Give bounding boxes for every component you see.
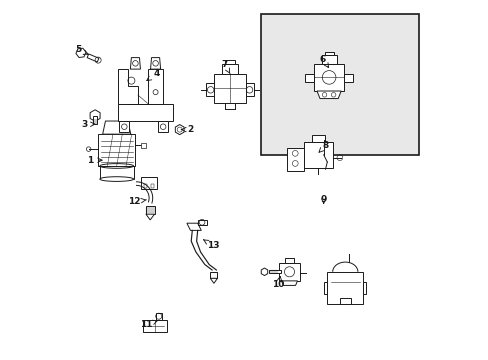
- Polygon shape: [186, 223, 201, 230]
- Polygon shape: [119, 121, 129, 132]
- Text: 5: 5: [75, 45, 88, 54]
- Polygon shape: [142, 320, 166, 332]
- Polygon shape: [344, 75, 352, 82]
- Text: 1: 1: [87, 156, 102, 165]
- Polygon shape: [76, 48, 86, 58]
- Text: 9: 9: [320, 195, 326, 204]
- Polygon shape: [118, 104, 173, 121]
- Bar: [339, 298, 350, 304]
- Bar: [321, 55, 336, 64]
- Bar: [303, 142, 332, 168]
- Polygon shape: [148, 69, 163, 104]
- Bar: [210, 272, 217, 278]
- Polygon shape: [286, 148, 303, 171]
- Polygon shape: [87, 54, 99, 62]
- Bar: [311, 135, 324, 142]
- Polygon shape: [145, 214, 154, 220]
- Text: 7: 7: [221, 60, 230, 74]
- Bar: [93, 116, 97, 124]
- Bar: [324, 53, 333, 55]
- Polygon shape: [150, 58, 160, 69]
- Polygon shape: [118, 69, 138, 104]
- Bar: [260, 14, 418, 155]
- Bar: [144, 184, 146, 188]
- Polygon shape: [363, 282, 366, 294]
- Bar: [326, 272, 363, 304]
- Text: 4: 4: [146, 69, 159, 81]
- Polygon shape: [98, 134, 135, 166]
- Bar: [225, 60, 234, 64]
- Polygon shape: [246, 84, 254, 96]
- Text: 6: 6: [319, 55, 328, 68]
- Bar: [313, 64, 344, 91]
- Polygon shape: [324, 282, 326, 294]
- Polygon shape: [102, 121, 130, 134]
- Polygon shape: [100, 166, 133, 179]
- Bar: [145, 206, 154, 214]
- Polygon shape: [210, 278, 217, 283]
- Text: 10: 10: [272, 276, 285, 289]
- Bar: [151, 184, 154, 188]
- Polygon shape: [155, 313, 162, 320]
- Polygon shape: [130, 58, 140, 69]
- Polygon shape: [175, 125, 183, 135]
- Text: 13: 13: [203, 240, 219, 250]
- Text: 12: 12: [128, 197, 146, 206]
- Bar: [141, 177, 157, 189]
- Bar: [285, 258, 293, 263]
- Bar: [222, 64, 238, 74]
- Bar: [268, 270, 280, 274]
- Polygon shape: [158, 121, 168, 132]
- Polygon shape: [261, 268, 267, 275]
- Text: 2: 2: [181, 125, 193, 134]
- Text: 8: 8: [318, 141, 328, 152]
- Bar: [141, 143, 145, 148]
- Bar: [213, 74, 246, 103]
- Polygon shape: [197, 220, 206, 225]
- Polygon shape: [90, 110, 100, 121]
- Polygon shape: [205, 84, 213, 96]
- Text: 11: 11: [140, 320, 157, 329]
- Polygon shape: [316, 91, 341, 99]
- Polygon shape: [305, 75, 313, 82]
- Bar: [279, 263, 299, 281]
- Ellipse shape: [100, 177, 133, 181]
- Polygon shape: [281, 281, 297, 285]
- Text: 3: 3: [81, 120, 95, 129]
